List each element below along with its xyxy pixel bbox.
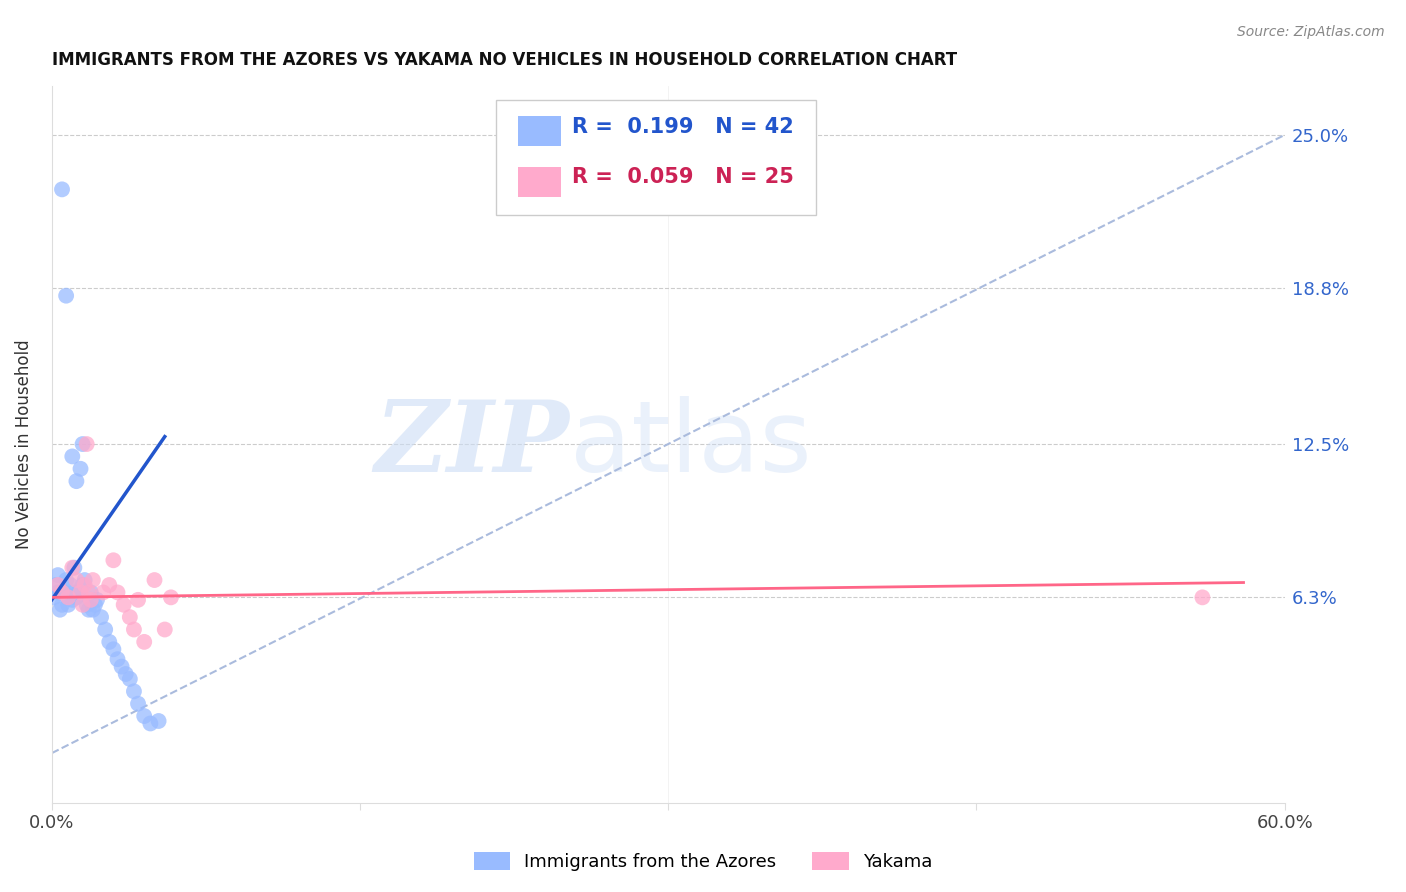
Point [65,573,87,587]
Point [72,598,94,612]
Point [86,592,108,607]
Point [60,560,83,574]
Point [65,474,87,488]
Point [55,288,77,302]
Point [49,603,72,617]
Point [69,585,91,599]
Point [153,623,176,637]
Point [118,672,141,686]
Point [103,553,125,567]
Point [46,578,69,592]
Point [63,585,86,599]
Point [134,709,156,723]
Point [143,573,166,587]
Point [82,573,104,587]
Point [98,578,121,592]
Point [110,659,132,673]
Point [80,585,103,599]
Point [51,598,73,612]
Point [114,667,136,681]
FancyBboxPatch shape [517,116,561,146]
Point [76,598,98,612]
Point [46,568,69,582]
Point [98,635,121,649]
FancyBboxPatch shape [517,167,561,196]
Point [55,573,77,587]
Point [56,598,79,612]
Legend: Immigrants from the Azores, Yakama: Immigrants from the Azores, Yakama [467,845,939,879]
Point [73,573,96,587]
Point [83,598,105,612]
Point [42,591,65,605]
Point [139,716,162,731]
Point [91,585,114,599]
Point [67,585,90,599]
Point [45,578,67,592]
Text: R =  0.199   N = 42: R = 0.199 N = 42 [572,117,794,137]
Point [51,182,73,196]
Point [94,623,117,637]
Point [107,585,129,599]
Point [160,591,183,605]
Point [59,578,82,592]
Point [72,578,94,592]
Point [1191,591,1213,605]
Point [56,591,79,605]
Point [127,592,149,607]
Text: R =  0.059   N = 25: R = 0.059 N = 25 [572,168,794,187]
Point [63,560,86,574]
Text: ZIP: ZIP [374,396,569,492]
Point [122,684,145,698]
Point [51,585,73,599]
Point [46,585,69,599]
Point [134,635,156,649]
Point [60,450,83,464]
Text: IMMIGRANTS FROM THE AZORES VS YAKAMA NO VEHICLES IN HOUSEHOLD CORRELATION CHART: IMMIGRANTS FROM THE AZORES VS YAKAMA NO … [52,51,957,69]
Point [60,592,83,607]
Point [103,642,125,657]
Point [90,610,112,624]
Point [148,714,170,728]
Point [107,652,129,666]
Point [118,610,141,624]
Point [77,603,100,617]
Point [77,585,100,599]
Point [80,592,103,607]
Point [112,598,135,612]
Text: Source: ZipAtlas.com: Source: ZipAtlas.com [1237,25,1385,39]
Point [127,697,149,711]
Point [82,603,104,617]
FancyBboxPatch shape [495,100,815,215]
Point [69,462,91,476]
Point [65,591,87,605]
Point [73,578,96,592]
Y-axis label: No Vehicles in Household: No Vehicles in Household [15,339,32,549]
Point [72,437,94,451]
Point [122,623,145,637]
Point [53,585,76,599]
Point [76,437,98,451]
Text: atlas: atlas [569,395,811,492]
